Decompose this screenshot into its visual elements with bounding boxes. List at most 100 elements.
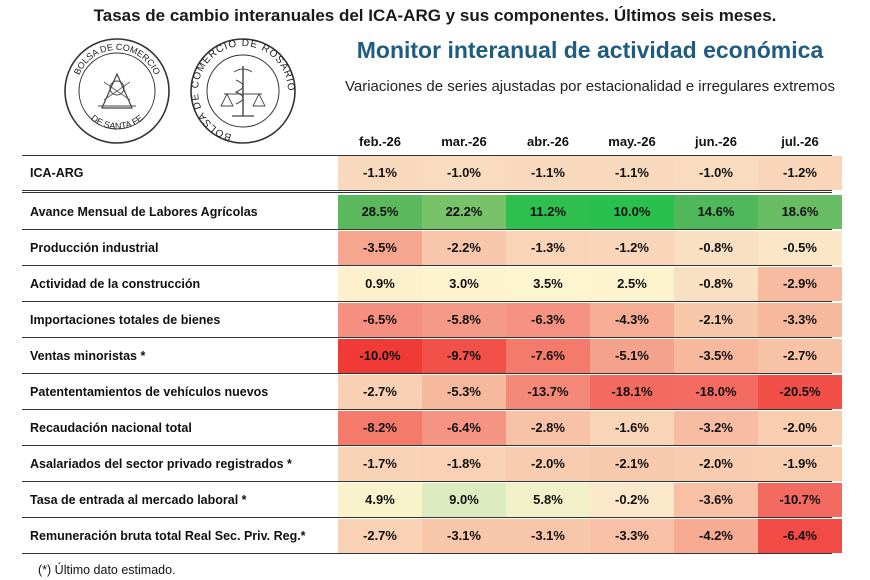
table-cell: -10.7% [758,483,842,517]
table-cell: -5.3% [422,375,506,409]
table-cell: 18.6% [758,195,842,229]
table-cell: -1.2% [758,156,842,190]
table-cell: -3.2% [674,411,758,445]
row-label: Actividad de la construcción [30,277,201,291]
table-cell: -0.8% [674,267,758,301]
table-cell: -6.5% [338,303,422,337]
table-cell: 11.2% [506,195,590,229]
footnote: (*) Último dato estimado. [38,563,176,577]
row-label: Avance Mensual de Labores Agrícolas [30,205,258,219]
table-cell: -0.2% [590,483,674,517]
table-cell: 5.8% [506,483,590,517]
table-cell: -3.1% [422,519,506,553]
row-divider [22,445,832,446]
column-header: feb.-26 [359,134,401,149]
bolsa-rosario-seal: BOLSA DE COMERCIO DE ROSARIO [188,36,298,146]
row-divider [22,190,832,191]
table-cell: -1.1% [338,156,422,190]
table-cell: -1.1% [590,156,674,190]
row-divider [22,409,832,410]
table-cell: -10.0% [338,339,422,373]
row-label: ICA-ARG [30,166,84,180]
table-cell: -2.7% [758,339,842,373]
svg-text:BOLSA DE COMERCIO: BOLSA DE COMERCIO [72,42,162,76]
table-cell: -3.1% [506,519,590,553]
table-cell: -2.9% [758,267,842,301]
row-label: Remuneración bruta total Real Sec. Priv.… [30,529,306,543]
subtitle: Variaciones de series ajustadas por esta… [345,78,835,95]
table-cell: -2.8% [506,411,590,445]
table-cell: -7.6% [506,339,590,373]
table-cell: -2.1% [590,447,674,481]
row-divider [22,553,832,554]
monitor-title: Monitor interanual de actividad económic… [356,37,824,63]
table-cell: -2.0% [674,447,758,481]
table-cell: 9.0% [422,483,506,517]
table-cell: -3.5% [674,339,758,373]
row-label: Asalariados del sector privado registrad… [30,457,292,471]
table-cell: 2.5% [590,267,674,301]
table-cell: -6.4% [758,519,842,553]
table-cell: -3.3% [758,303,842,337]
row-label: Producción industrial [30,241,159,255]
table-cell: 4.9% [338,483,422,517]
table-cell: -3.5% [338,231,422,265]
table-cell: -1.6% [590,411,674,445]
table-cell: -2.0% [506,447,590,481]
table-cell: -9.7% [422,339,506,373]
svg-text:DE SANTA FE: DE SANTA FE [89,113,145,131]
column-header: jul.-26 [781,134,819,149]
table-cell: -2.2% [422,231,506,265]
table-cell: -18.1% [590,375,674,409]
row-label: Tasa de entrada al mercado laboral * [30,493,247,507]
table-cell: -1.0% [674,156,758,190]
table-cell: -0.8% [674,231,758,265]
table-cell: -4.3% [590,303,674,337]
table-cell: -18.0% [674,375,758,409]
table-cell: 22.2% [422,195,506,229]
row-label: Importaciones totales de bienes [30,313,221,327]
table-cell: -1.2% [590,231,674,265]
row-divider [22,192,832,193]
row-label: Ventas minoristas * [30,349,146,363]
row-label: Patententamientos de vehículos nuevos [30,385,269,399]
table-cell: -1.0% [422,156,506,190]
table-cell: -2.1% [674,303,758,337]
table-cell: -5.1% [590,339,674,373]
table-cell: -13.7% [506,375,590,409]
column-header: mar.-26 [441,134,487,149]
column-header: abr.-26 [527,134,569,149]
table-cell: -2.7% [338,519,422,553]
table-cell: -5.8% [422,303,506,337]
page-title: Tasas de cambio interanuales del ICA-ARG… [93,6,777,25]
table-cell: -8.2% [338,411,422,445]
column-header: may.-26 [608,134,656,149]
table-cell: -1.9% [758,447,842,481]
table-cell: -2.7% [338,375,422,409]
table-cell: 10.0% [590,195,674,229]
table-cell: -3.6% [674,483,758,517]
row-divider [22,481,832,482]
row-divider [22,265,832,266]
row-label: Recaudación nacional total [30,421,192,435]
table-cell: -2.0% [758,411,842,445]
table-cell: -6.4% [422,411,506,445]
table-cell: 0.9% [338,267,422,301]
row-divider [22,337,832,338]
table-cell: -20.5% [758,375,842,409]
table-cell: -6.3% [506,303,590,337]
row-divider [22,229,832,230]
row-divider [22,155,832,156]
bolsa-santa-fe-seal: BOLSA DE COMERCIO DE SANTA FE [62,36,172,146]
table-cell: 28.5% [338,195,422,229]
table-cell: -4.2% [674,519,758,553]
table-cell: -1.7% [338,447,422,481]
row-divider [22,517,832,518]
row-divider [22,301,832,302]
column-header: jun.-26 [695,134,737,149]
table-cell: -1.3% [506,231,590,265]
table-cell: 14.6% [674,195,758,229]
table-cell: -0.5% [758,231,842,265]
table-cell: -1.8% [422,447,506,481]
row-divider [22,373,832,374]
